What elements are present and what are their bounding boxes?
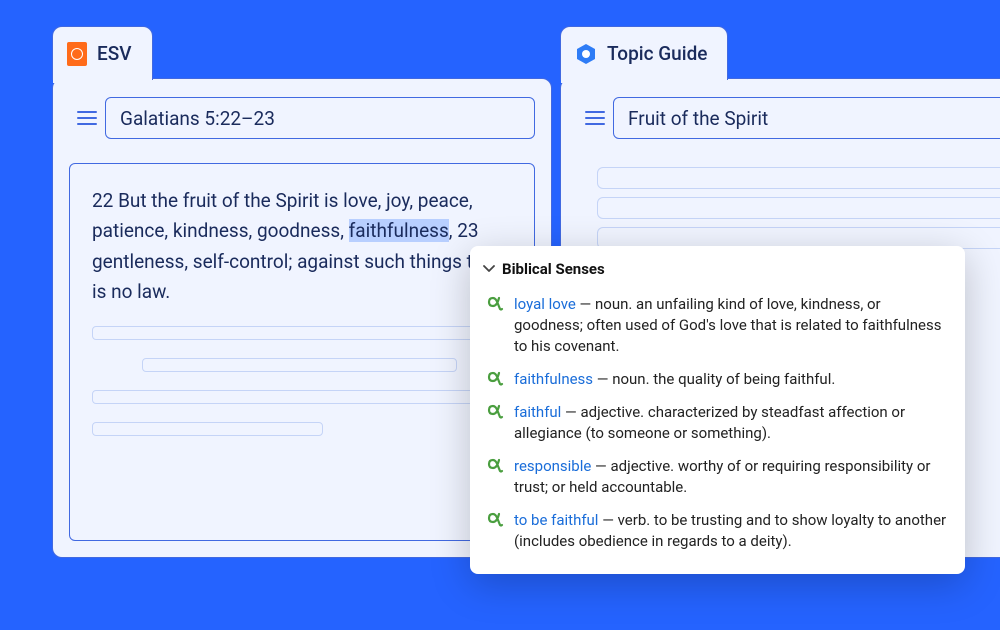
sense-item: to be faithful — verb. to be trusting an… [470, 504, 965, 558]
esv-content: 22 But the fruit of the Spirit is love, … [69, 163, 535, 541]
sense-definition: — noun. an unfailing kind of love, kindn… [514, 295, 941, 355]
chevron-down-icon [482, 262, 496, 276]
sense-item: loyal love — noun. an unfailing kind of … [470, 288, 965, 363]
esv-tab-label: ESV [97, 42, 132, 65]
hexagon-icon [575, 43, 597, 65]
placeholder-line [92, 390, 491, 404]
sense-term[interactable]: to be faithful [514, 511, 598, 529]
esv-input-row: Galatians 5:22–23 [69, 97, 535, 139]
hamburger-icon[interactable] [577, 97, 613, 139]
hamburger-icon[interactable] [69, 97, 105, 139]
sense-item: faithfulness — noun. the quality of bein… [470, 363, 965, 396]
sense-body: faithfulness — noun. the quality of bein… [514, 369, 947, 390]
alpha-icon [486, 512, 504, 530]
sense-body: loyal love — noun. an unfailing kind of … [514, 294, 947, 357]
verse-highlight[interactable]: faithfulness [349, 219, 449, 242]
topic-input-row: Fruit of the Spirit [577, 97, 1000, 139]
sense-body: responsible — adjective. worthy of or re… [514, 456, 947, 498]
sense-term[interactable]: loyal love [514, 295, 576, 313]
dropdown-row[interactable] [597, 197, 1000, 219]
sense-definition: — noun. the quality of being faithful. [593, 370, 835, 388]
reference-input-value: Galatians 5:22–23 [120, 107, 275, 130]
sense-term[interactable]: faithful [514, 403, 561, 421]
alpha-icon [486, 296, 504, 314]
alpha-icon [486, 404, 504, 422]
dropdown-row[interactable] [597, 167, 1000, 189]
topic-input[interactable]: Fruit of the Spirit [613, 97, 1000, 139]
sense-definition: — adjective. characterized by steadfast … [514, 403, 905, 442]
reference-input[interactable]: Galatians 5:22–23 [105, 97, 535, 139]
esv-icon [67, 42, 87, 66]
verse-text: 22 But the fruit of the Spirit is love, … [92, 186, 512, 308]
sense-body: to be faithful — verb. to be trusting an… [514, 510, 947, 552]
sense-term[interactable]: faithfulness [514, 370, 593, 388]
placeholder-line [142, 358, 457, 372]
placeholder-line [92, 422, 323, 436]
topic-input-value: Fruit of the Spirit [628, 107, 768, 130]
alpha-icon [486, 458, 504, 476]
sense-item: responsible — adjective. worthy of or re… [470, 450, 965, 504]
topic-guide-tab[interactable]: Topic Guide [560, 26, 728, 80]
esv-tab[interactable]: ESV [52, 26, 153, 80]
sense-item: faithful — adjective. characterized by s… [470, 396, 965, 450]
placeholder-line [92, 326, 512, 340]
topic-guide-tab-label: Topic Guide [607, 42, 707, 65]
alpha-icon [486, 371, 504, 389]
sense-term[interactable]: responsible [514, 457, 591, 475]
popup-header[interactable]: Biblical Senses [470, 260, 965, 288]
biblical-senses-popup: Biblical Senses loyal love — noun. an un… [470, 246, 965, 574]
popup-title: Biblical Senses [502, 260, 605, 278]
sense-body: faithful — adjective. characterized by s… [514, 402, 947, 444]
